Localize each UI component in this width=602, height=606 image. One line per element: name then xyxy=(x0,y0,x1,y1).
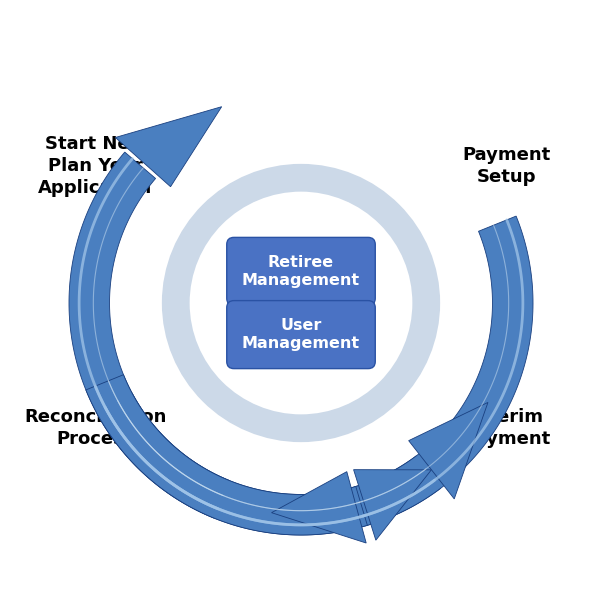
Text: Start New
Plan Year
Application: Start New Plan Year Application xyxy=(38,135,152,197)
Polygon shape xyxy=(69,152,229,518)
Text: User
Management: User Management xyxy=(242,318,360,351)
Polygon shape xyxy=(116,107,222,187)
Polygon shape xyxy=(96,393,441,535)
FancyBboxPatch shape xyxy=(227,301,375,368)
FancyBboxPatch shape xyxy=(227,238,375,305)
Text: Reconciliation
Process: Reconciliation Process xyxy=(24,408,166,448)
Polygon shape xyxy=(355,216,533,526)
Polygon shape xyxy=(86,375,367,535)
Polygon shape xyxy=(353,470,432,540)
Polygon shape xyxy=(272,471,366,543)
Text: Interim
Payment: Interim Payment xyxy=(463,408,551,448)
Polygon shape xyxy=(409,402,488,499)
Text: Retiree
Management: Retiree Management xyxy=(242,255,360,288)
Text: Payment
Setup: Payment Setup xyxy=(463,145,551,186)
